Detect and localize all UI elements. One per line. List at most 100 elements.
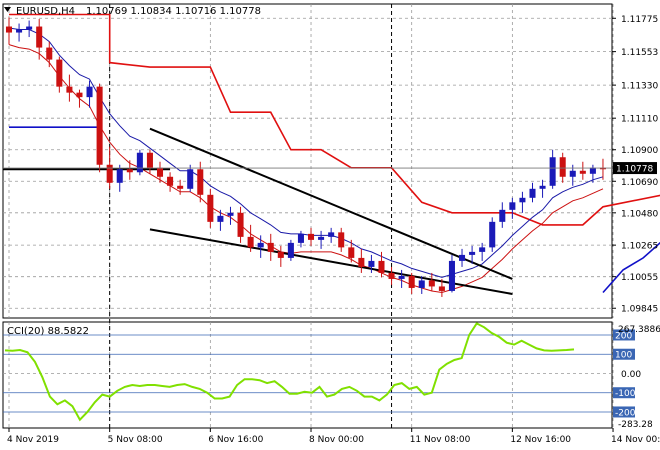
candle-body — [76, 92, 83, 98]
candle-body — [156, 167, 164, 177]
candle-body — [146, 152, 153, 168]
cci-level-badge — [613, 348, 635, 360]
price-tick-label: 1.10265 — [621, 242, 658, 252]
time-tick-label: 5 Nov 08:00 — [108, 435, 163, 445]
candle-body — [599, 167, 606, 170]
candle-body — [418, 280, 425, 288]
candle — [197, 161, 204, 203]
candle-body — [499, 209, 506, 222]
channel-upper-line — [9, 13, 660, 226]
candle — [388, 266, 395, 285]
candle — [509, 197, 516, 219]
symbol-dropdown-icon[interactable] — [4, 7, 11, 12]
chart-header: EURUSD,H4 1.10769 1.10834 1.10716 1.1077… — [4, 6, 261, 17]
cci-level-label: -200 — [615, 408, 636, 418]
candle-body — [46, 47, 53, 60]
candle-body — [126, 169, 133, 173]
price-tick-label: 1.11330 — [621, 82, 658, 92]
candle — [368, 254, 375, 273]
price-tick-label: 1.11775 — [621, 15, 658, 25]
candle-body — [469, 251, 476, 255]
candle — [519, 191, 526, 213]
time-tick-label: 4 Nov 2019 — [7, 435, 59, 445]
cci-line — [4, 322, 575, 422]
candle — [418, 275, 425, 294]
cci-level-label: 100 — [615, 351, 632, 361]
candle-body — [207, 194, 214, 222]
candle-body — [277, 251, 284, 258]
cci-min-label: -283.28 — [618, 420, 653, 430]
candle — [26, 20, 33, 38]
candle — [448, 254, 455, 293]
cci-level-label: 0.00 — [621, 370, 641, 380]
candle — [177, 179, 184, 195]
price-tick-label: 1.10480 — [621, 209, 658, 219]
candle — [378, 251, 385, 278]
candle — [539, 179, 546, 198]
candle-body — [267, 242, 274, 252]
candle — [277, 245, 284, 267]
time-tick-label: 14 Nov 00:00 — [611, 435, 660, 445]
cci-level-label: -100 — [615, 389, 636, 399]
candle — [267, 233, 274, 261]
candle-body — [459, 254, 466, 261]
candle — [247, 224, 254, 252]
candle-body — [287, 242, 294, 258]
candles-layer — [5, 17, 606, 297]
candle-body — [116, 169, 123, 183]
candle — [469, 245, 476, 264]
cci-layer: 200 100 0.00 -100 -200 267.3886 -283.28 — [3, 322, 660, 430]
cci-label: CCI(20) 88.5822 — [7, 326, 89, 337]
symbol-label: EURUSD,H4 — [16, 6, 75, 17]
candle — [227, 206, 234, 225]
candle-body — [408, 275, 415, 288]
candle-body — [86, 86, 93, 98]
price-tick-label: 1.11110 — [621, 115, 658, 125]
candle — [318, 230, 325, 249]
candle — [328, 227, 335, 243]
candle — [579, 161, 586, 180]
candle-body — [167, 176, 174, 186]
cci-pane-frame — [2, 321, 613, 429]
candle-body — [398, 275, 405, 279]
time-tick-label: 11 Nov 08:00 — [410, 435, 471, 445]
candle — [5, 17, 13, 45]
candle-body — [36, 26, 43, 48]
candle — [56, 56, 63, 93]
candle — [66, 74, 73, 102]
candle-body — [358, 257, 365, 267]
candle — [96, 83, 103, 173]
grid-layer — [2, 3, 614, 429]
cci-max-label: 267.3886 — [618, 325, 660, 335]
candle — [187, 164, 194, 192]
candle — [479, 242, 486, 261]
candle-body — [197, 169, 204, 195]
candle — [136, 149, 143, 176]
cci-level-label: 200 — [615, 331, 632, 341]
price-tick-label: 1.09845 — [621, 305, 658, 315]
candle-body — [388, 272, 395, 279]
candle — [116, 164, 123, 192]
candle — [36, 19, 43, 60]
last-price-label: 1.10778 — [616, 165, 653, 175]
candle — [287, 239, 294, 261]
candle-body — [438, 286, 445, 291]
cci-level-badge — [613, 406, 635, 418]
cci-level-badge — [613, 329, 635, 341]
candle-body — [428, 280, 435, 287]
candle — [489, 217, 496, 252]
candle-body — [66, 86, 73, 93]
candle-body — [338, 232, 345, 248]
candle-body — [569, 170, 576, 177]
price-tick-label: 1.10055 — [621, 273, 658, 283]
last-price-badge — [613, 162, 657, 175]
ohlc-label: 1.10769 1.10834 1.10716 1.10778 — [86, 6, 261, 17]
candle-body — [549, 157, 556, 186]
price-tick-label: 1.11553 — [621, 48, 658, 58]
candle-body — [378, 260, 385, 273]
candle — [338, 227, 345, 252]
candle — [217, 209, 224, 231]
candle-body — [177, 185, 184, 189]
candle-body — [136, 152, 143, 173]
candle — [438, 278, 445, 297]
